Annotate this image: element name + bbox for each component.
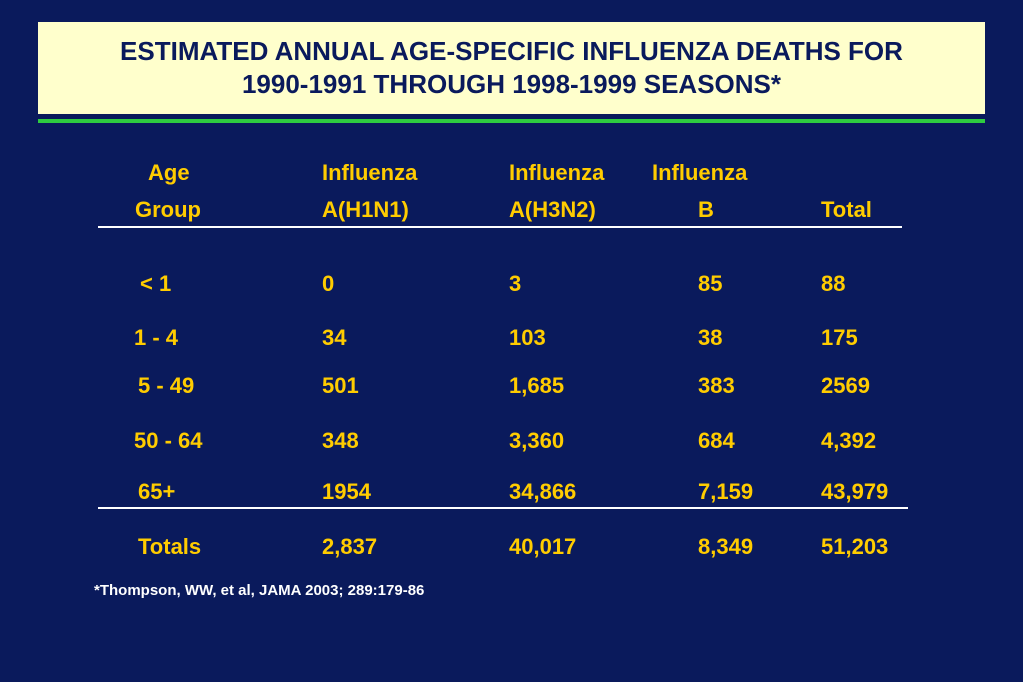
totals-b: 8,349 xyxy=(698,534,754,559)
row-3-age: 5 - 49 xyxy=(138,373,195,398)
row-4-h1n1: 348 xyxy=(322,428,359,453)
footnote: *Thompson, WW, et al, JAMA 2003; 289:179… xyxy=(94,582,425,599)
header-b-line1: Influenza xyxy=(652,160,748,185)
row-2-age: 1 - 4 xyxy=(134,325,179,350)
title-line-1: ESTIMATED ANNUAL AGE-SPECIFIC INFLUENZA … xyxy=(120,36,903,66)
row-3-b: 383 xyxy=(698,373,735,398)
row-5-age: 65+ xyxy=(138,479,176,504)
totals-h3n2: 40,017 xyxy=(509,534,577,559)
row-3-h1n1: 501 xyxy=(322,373,359,398)
row-1-age: < 1 xyxy=(140,271,172,296)
totals-h1n1: 2,837 xyxy=(322,534,378,559)
row-1-b: 85 xyxy=(698,271,723,296)
totals-total: 51,203 xyxy=(821,534,889,559)
title-box: ESTIMATED ANNUAL AGE-SPECIFIC INFLUENZA … xyxy=(38,22,985,114)
row-4-h3n2: 3,360 xyxy=(509,428,565,453)
totals-label: Totals xyxy=(138,534,202,559)
row-2-h1n1: 34 xyxy=(322,325,347,350)
header-h3n2-line2: A(H3N2) xyxy=(509,197,596,222)
row-3-h3n2: 1,685 xyxy=(509,373,565,398)
header-b-line2: B xyxy=(698,197,714,222)
row-5-b: 7,159 xyxy=(698,479,754,504)
header-group: Group xyxy=(135,197,201,222)
page-title: ESTIMATED ANNUAL AGE-SPECIFIC INFLUENZA … xyxy=(120,35,903,101)
row-2-h3n2: 103 xyxy=(509,325,546,350)
row-5-h3n2: 34,866 xyxy=(509,479,577,504)
title-line-2: 1990-1991 THROUGH 1998-1999 SEASONS* xyxy=(241,69,782,99)
row-3-total: 2569 xyxy=(821,373,870,398)
row-4-b: 684 xyxy=(698,428,735,453)
row-2-total: 175 xyxy=(821,325,858,350)
header-rule xyxy=(98,226,902,228)
header-h3n2-line1: Influenza xyxy=(509,160,605,185)
row-1-h3n2: 3 xyxy=(509,271,522,296)
header-total: Total xyxy=(821,197,872,222)
header-h1n1-line2: A(H1N1) xyxy=(322,197,409,222)
row-5-total: 43,979 xyxy=(821,479,889,504)
row-2-b: 38 xyxy=(698,325,723,350)
header-h1n1-line1: Influenza xyxy=(322,160,418,185)
row-4-total: 4,392 xyxy=(821,428,877,453)
row-5-h1n1: 1954 xyxy=(322,479,371,504)
row-4-age: 50 - 64 xyxy=(134,428,203,453)
row-1-total: 88 xyxy=(821,271,846,296)
header-age: Age xyxy=(148,160,190,185)
row-1-h1n1: 0 xyxy=(322,271,335,296)
totals-rule xyxy=(98,507,908,509)
title-underline xyxy=(38,119,985,123)
